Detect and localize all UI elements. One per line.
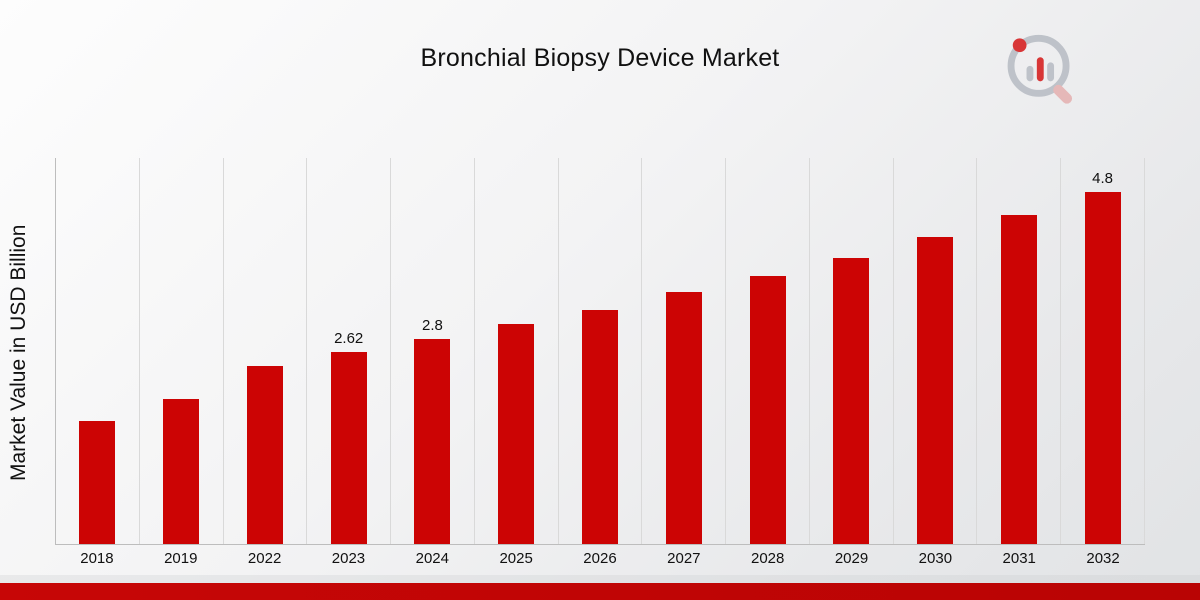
x-tick-label: 2018 <box>80 550 114 567</box>
x-tick-label: 2027 <box>667 550 701 567</box>
magnifier-chart-logo-icon <box>1007 34 1073 104</box>
x-tick-label: 2028 <box>750 550 785 567</box>
bar <box>414 338 451 544</box>
x-tick-label: 2032 <box>1086 550 1120 567</box>
bar <box>246 366 283 544</box>
bar-column <box>222 158 307 544</box>
bar-value-label: 2.8 <box>422 316 443 334</box>
footer-accent-stripe <box>0 583 1200 600</box>
bar <box>498 324 535 544</box>
footer-gray-band <box>0 575 1200 583</box>
x-axis-ticks: 2018 2019 2022 2023 2024 2025 2026 2027 2028 2029… <box>55 550 1145 567</box>
bar <box>79 420 116 544</box>
bar <box>917 237 954 544</box>
bar-column: 4.8 <box>1060 158 1145 544</box>
bar-column: 2.62 <box>306 158 390 544</box>
plot-area: 2.62 2.8 4.8 <box>55 158 1145 545</box>
x-tick-label: 2031 <box>1002 550 1036 567</box>
bar <box>581 309 618 544</box>
bar <box>833 258 870 544</box>
bar-column: 2.8 <box>390 158 474 544</box>
bar <box>163 398 200 544</box>
bar <box>665 292 702 544</box>
x-tick-label: 2022 <box>247 550 282 567</box>
bar-column <box>641 158 725 544</box>
x-tick-label: 2023 <box>331 550 366 567</box>
bar <box>1000 215 1037 544</box>
x-tick-label: 2025 <box>499 550 533 567</box>
bar-column <box>473 158 558 544</box>
bar-column <box>56 158 139 544</box>
chart-title: Bronchial Biopsy Device Market <box>420 44 780 72</box>
bar-column <box>976 158 1060 544</box>
y-axis-label: Market Value in USD Billion <box>7 224 30 481</box>
bar-column <box>892 158 977 544</box>
x-tick-label: 2029 <box>834 550 869 567</box>
bar <box>1084 192 1121 544</box>
bar-column <box>138 158 223 544</box>
x-tick-label: 2030 <box>918 550 953 567</box>
bar-value-label: 4.8 <box>1092 170 1113 188</box>
bar <box>330 352 367 544</box>
brand-logo-icon <box>999 28 1085 114</box>
bar-column <box>557 158 642 544</box>
bar-column <box>808 158 893 544</box>
bar <box>749 275 786 544</box>
x-tick-label: 2019 <box>164 550 198 567</box>
bar-column <box>725 158 809 544</box>
bar-value-label: 2.62 <box>334 330 364 348</box>
x-tick-label: 2026 <box>583 550 617 567</box>
x-tick-label: 2024 <box>415 550 449 567</box>
